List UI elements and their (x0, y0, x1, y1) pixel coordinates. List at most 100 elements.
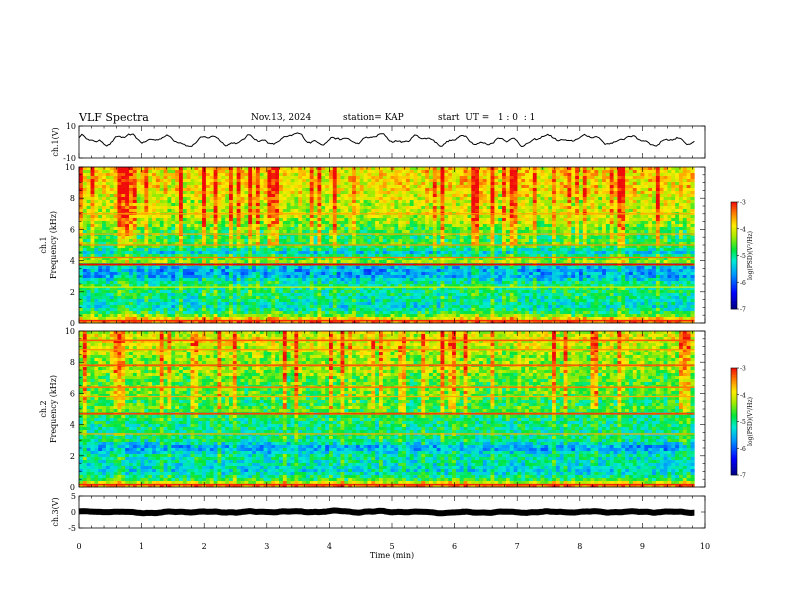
spectrogram-cell (371, 221, 376, 225)
spectrogram-cell (102, 230, 107, 234)
spectrogram-cell (578, 188, 584, 192)
spectrogram-cell (675, 227, 680, 231)
spectrogram-cell (398, 170, 403, 174)
spectrogram-cell (90, 221, 95, 225)
spectrogram-cell (490, 251, 495, 255)
spectrogram-cell (144, 200, 149, 204)
spectrogram-cell (613, 221, 618, 225)
spectrogram-cell (244, 200, 249, 204)
spectrogram-cell (671, 251, 676, 255)
spectrogram-cell (125, 179, 130, 183)
spectrogram-cell (625, 185, 630, 189)
spectrogram-cell (194, 182, 199, 186)
spectrogram-cell (605, 173, 611, 177)
spectrogram-cell (255, 176, 261, 180)
spectrogram-cell (225, 179, 230, 183)
spectrogram-cell (625, 242, 630, 246)
spectrogram-cell (182, 230, 187, 234)
spectrogram-cell (598, 197, 603, 201)
spectrogram-cell (190, 248, 195, 252)
spectrogram-cell (271, 209, 276, 213)
spectrogram-cell (136, 203, 141, 207)
spectrogram-cell (425, 224, 430, 228)
spectrogram-cell (244, 182, 249, 186)
spectrogram-cell (167, 251, 172, 255)
spectrogram-cell (125, 197, 130, 201)
spectrogram-cell (340, 218, 345, 222)
spectrogram-cell (440, 227, 445, 231)
spectrogram-cell (652, 248, 657, 252)
spectrogram-cell (105, 182, 111, 186)
spectrogram-cell (621, 194, 626, 198)
spectrogram-cell (409, 173, 414, 177)
spectrogram-cell (659, 236, 664, 240)
spectrogram-cell (571, 254, 576, 258)
spectrogram-cell (363, 254, 368, 258)
spectrogram-cell (563, 230, 568, 234)
spectrogram-cell (163, 179, 168, 183)
spectrogram-cell (125, 185, 130, 189)
spectrogram-cell (332, 173, 337, 177)
spectrogram-cell (667, 224, 672, 228)
spectrogram-cell (675, 200, 680, 204)
spectrogram-cell (378, 230, 384, 234)
spectrogram-cell (194, 239, 199, 243)
spectrogram-cell (617, 191, 622, 195)
spectrogram-cell (182, 206, 187, 210)
spectrogram-cell (86, 203, 91, 207)
spectrogram-cell (525, 236, 530, 240)
spectrogram-cell (509, 248, 514, 252)
spectrogram-cell (152, 173, 157, 177)
spectrogram-cell (328, 242, 334, 246)
spectrogram-cell (475, 227, 480, 231)
spectrogram-cell (105, 218, 111, 222)
spectrogram-cell (571, 197, 576, 201)
spectrogram-cell (494, 194, 499, 198)
spectrogram-cell (248, 254, 253, 258)
spectrogram-cell (290, 224, 295, 228)
spectrogram-cell (675, 167, 680, 171)
spectrogram-cell (617, 176, 622, 180)
spectrogram-cell (478, 176, 484, 180)
spectrogram-cell (559, 176, 564, 180)
spectrogram-cell (117, 218, 122, 222)
spectrogram-cell (79, 179, 84, 183)
spectrogram-cell (636, 191, 641, 195)
spectrogram-cell (163, 218, 168, 222)
spectrogram-cell (109, 170, 114, 174)
spectrogram-cell (386, 230, 391, 234)
spectrogram-cell (640, 227, 645, 231)
spectrogram-cell (432, 176, 437, 180)
spectrogram-cell (202, 245, 207, 249)
spectrogram-cell (236, 197, 241, 201)
spectrogram-cell (371, 254, 376, 258)
spectrogram-cell (98, 242, 103, 246)
spectrogram-cell (552, 188, 557, 192)
ch3-waveform-y-tick-label: 0 (71, 508, 76, 517)
spectrogram-cell (402, 218, 407, 222)
spectrogram-cell (105, 254, 111, 258)
spectrogram-cell (467, 230, 472, 234)
spectrogram-cell (598, 188, 603, 192)
spectrogram-cell (271, 245, 276, 249)
spectrogram-cell (244, 170, 249, 174)
spectrogram-cell (321, 188, 326, 192)
spectrogram-cell (478, 230, 484, 234)
spectrogram-cell (225, 170, 230, 174)
spectrogram-cell (598, 173, 603, 177)
spectrogram-cell (148, 236, 153, 240)
spectrogram-cell (636, 194, 641, 198)
spectrogram-cell (352, 197, 357, 201)
spectrogram-cell (409, 203, 414, 207)
spectrogram-cell (175, 239, 180, 243)
spectrogram-cell (582, 182, 587, 186)
spectrogram-cell (309, 167, 314, 171)
spectrogram-cell (486, 203, 491, 207)
spectrogram-cell (286, 194, 291, 198)
spectrogram-cell (217, 230, 222, 234)
spectrogram-cell (352, 242, 357, 246)
spectrogram-cell (440, 236, 445, 240)
spectrogram-cell (102, 188, 107, 192)
spectrogram-cell (140, 191, 145, 195)
spectrogram-cell (536, 200, 541, 204)
